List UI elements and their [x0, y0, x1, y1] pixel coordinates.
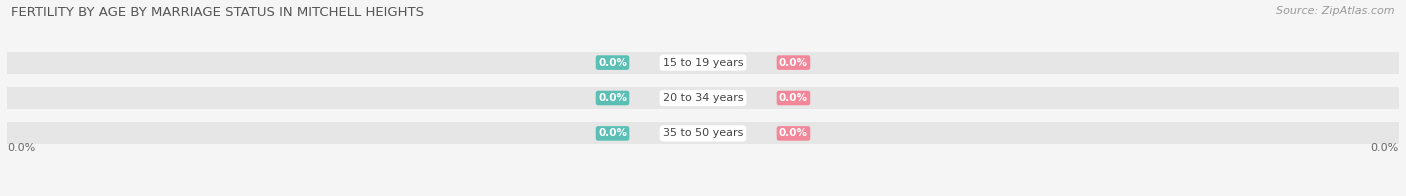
Text: 0.0%: 0.0% [779, 128, 808, 138]
Text: Source: ZipAtlas.com: Source: ZipAtlas.com [1277, 6, 1395, 16]
Text: 0.0%: 0.0% [779, 58, 808, 68]
Text: 0.0%: 0.0% [7, 143, 35, 153]
Bar [7, 122, 1399, 144]
Text: 0.0%: 0.0% [598, 58, 627, 68]
Text: 35 to 50 years: 35 to 50 years [662, 128, 744, 138]
Text: FERTILITY BY AGE BY MARRIAGE STATUS IN MITCHELL HEIGHTS: FERTILITY BY AGE BY MARRIAGE STATUS IN M… [11, 6, 425, 19]
Text: 0.0%: 0.0% [598, 93, 627, 103]
Text: 0.0%: 0.0% [1371, 143, 1399, 153]
Text: 15 to 19 years: 15 to 19 years [662, 58, 744, 68]
Text: 0.0%: 0.0% [779, 93, 808, 103]
Text: 0.0%: 0.0% [598, 128, 627, 138]
Text: 20 to 34 years: 20 to 34 years [662, 93, 744, 103]
Bar [7, 52, 1399, 74]
Bar [7, 87, 1399, 109]
